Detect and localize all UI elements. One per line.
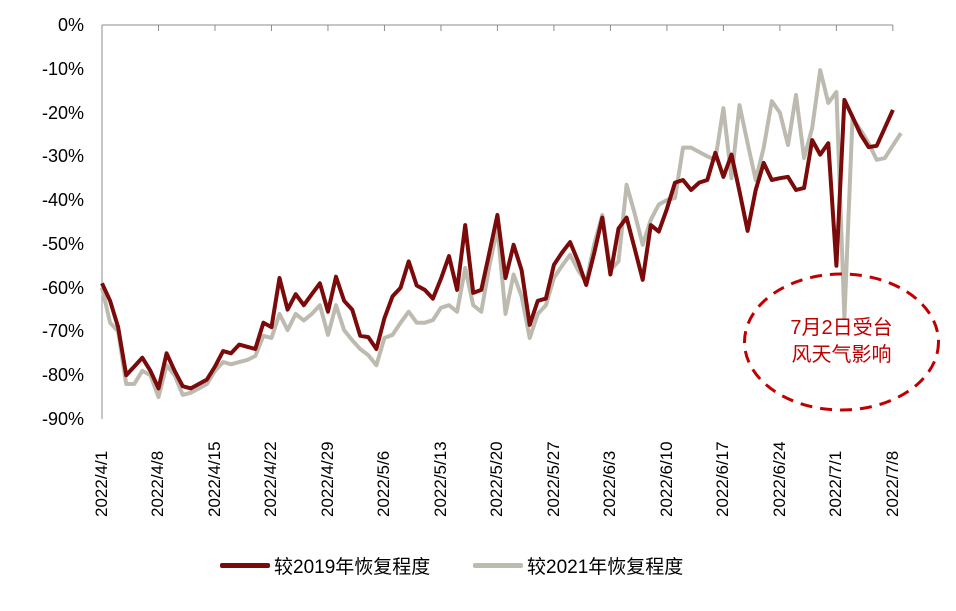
- y-tick-label: -20%: [41, 102, 84, 123]
- x-tick-label: 2022/5/27: [543, 441, 563, 517]
- x-tick-label: 2022/7/1: [826, 450, 846, 517]
- x-tick-label: 2022/6/17: [713, 441, 733, 517]
- y-tick-label: -60%: [41, 277, 84, 298]
- legend-swatch-2019: [220, 562, 270, 568]
- axes: [101, 24, 894, 419]
- x-tick-label: 2022/4/29: [317, 441, 337, 517]
- y-tick-label: -50%: [41, 233, 84, 254]
- annotation-text: 7月2日受台 风天气影响: [743, 273, 940, 411]
- x-tick-label: 2022/5/13: [430, 441, 450, 517]
- annotation-line-1: 7月2日受台: [790, 317, 893, 339]
- x-tick-label: 2022/6/3: [600, 450, 620, 517]
- series-lines: [100, 68, 903, 400]
- legend-item-2019: 较2019年恢复程度: [220, 552, 430, 578]
- legend: 较2019年恢复程度 较2021年恢复程度: [0, 552, 956, 582]
- series-line-2021: [100, 68, 903, 400]
- x-tick-label: 2022/4/8: [148, 450, 168, 517]
- y-tick-label: -40%: [41, 190, 84, 211]
- x-tick-label: 2022/5/20: [487, 441, 507, 517]
- annotation-line-2: 风天气影响: [791, 344, 892, 366]
- x-tick-label: 2022/4/15: [204, 441, 224, 517]
- y-tick-label: 0%: [57, 15, 84, 35]
- y-tick-label: -10%: [41, 58, 84, 79]
- x-tick-label: 2022/7/8: [882, 450, 902, 517]
- x-tick-label: 2022/4/22: [261, 441, 281, 517]
- y-tick-label: -90%: [41, 409, 84, 429]
- y-tick-label: -30%: [41, 146, 84, 167]
- annotation-ellipse: [743, 272, 940, 412]
- y-tick-label: -80%: [41, 365, 84, 386]
- y-tick-label: -70%: [41, 321, 84, 342]
- series-line-2019: [100, 97, 895, 391]
- x-tick-label: 2022/6/10: [656, 441, 676, 517]
- x-tick-label: 2022/5/6: [374, 450, 394, 517]
- legend-label-2019: 较2019年恢复程度: [274, 556, 431, 578]
- x-tick-label: 2022/6/24: [769, 441, 789, 517]
- x-tick-label: 2022/4/1: [92, 450, 111, 517]
- legend-swatch-2021: [473, 562, 523, 568]
- legend-label-2021: 较2021年恢复程度: [527, 556, 684, 578]
- legend-item-2021: 较2021年恢复程度: [473, 552, 683, 578]
